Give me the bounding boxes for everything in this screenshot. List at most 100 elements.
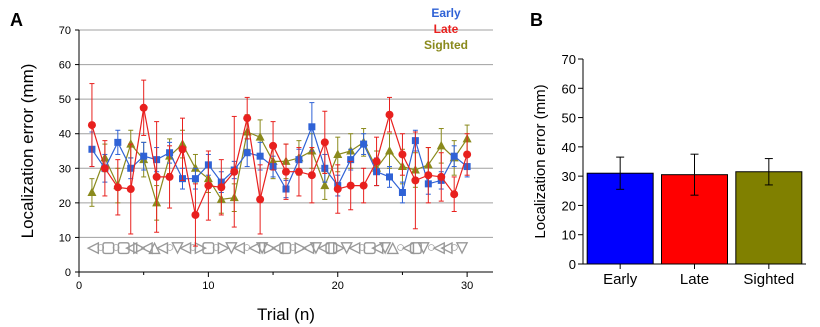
data-point [191,175,199,183]
stimulus-symbol: ◁ [232,239,245,256]
data-point [308,123,316,131]
stimulus-symbol: ▷ [217,239,231,256]
data-point [243,114,252,123]
x-tick-label: 30 [461,280,473,292]
data-point [190,163,200,172]
bar-chart-groups: 0 10 20 30 40 50 60 70 Localization error (mm) Ea… [532,52,806,288]
x-tick-label: Early [603,271,638,288]
line-chart-trials: 0 10 20 30 40 50 60 70 0 10 20 30 Trial (n) Localizat… [18,6,493,324]
data-point [165,172,174,181]
stimulus-symbol: ○ [288,239,297,256]
stimulus-symbol: ▽ [417,239,430,256]
stimulus-symbol: ○ [242,239,251,256]
data-point [294,167,303,176]
stimulus-symbol: ◁ [86,239,99,256]
data-point [87,121,96,130]
stimulus-symbol: ○ [188,239,197,256]
stimulus-symbol: ◁ [140,239,153,256]
stimulus-symbol: ○ [165,239,174,256]
stimulus-symbol: ○ [211,239,220,256]
x-tick-label: Sighted [743,271,794,288]
legend-item-sighted: Sighted [424,38,468,52]
y-tick-label: 60 [59,60,71,72]
stimulus-symbol: ○ [96,239,105,256]
y-tick-label: 70 [59,25,71,37]
y-tick-label: 30 [562,169,576,184]
data-point [333,185,342,194]
stimulus-symbol: ○ [450,239,459,256]
stimulus-symbol: ▷ [194,239,208,256]
data-point [398,188,406,196]
data-point [126,139,136,148]
y-tick-label: 70 [562,52,576,67]
data-point [320,138,329,147]
data-point [372,157,381,166]
data-point [113,183,122,192]
data-point [346,181,355,190]
stimulus-symbol: ▢ [278,239,292,256]
stimulus-symbol: ◁ [125,239,138,256]
stimulus-symbol: ▽ [309,239,322,256]
stimulus-symbol: ▷ [332,239,346,256]
data-point [463,150,472,159]
legend-item-late: Late [434,22,459,36]
stimulus-symbol: ○ [427,239,436,256]
stimulus-symbol: ◁ [317,239,330,256]
data-point [282,167,290,176]
y-tick-label: 0 [65,267,71,279]
data-point [360,140,368,148]
data-point [140,152,148,160]
stimulus-symbol: ◁ [178,239,191,256]
stimulus-symbol: ▽ [225,239,238,256]
stimulus-symbol: △ [148,239,161,256]
data-point [230,167,239,176]
data-point [436,140,446,150]
y-axis-title: Localization error (mm) [18,64,37,239]
stimulus-symbol: ▽ [171,239,184,256]
stimulus-symbol: ◁ [348,239,361,256]
y-tick-label: 10 [59,232,71,244]
y-tick-label: 20 [59,198,71,210]
y-tick-label: 30 [59,163,71,175]
stimulus-symbol: ◁ [155,239,168,256]
stimulus-symbol: ▽ [255,239,268,256]
data-point [100,164,109,173]
stimulus-symbol: ▽ [455,239,468,256]
data-point [269,141,278,150]
data-point [386,173,393,181]
stimulus-symbol: ◁ [401,239,414,256]
stimulus-symbol: △ [386,239,399,256]
data-point [307,171,316,180]
stimulus-symbol: ◁ [271,239,284,256]
data-point [437,172,446,181]
legend: Early Late Sighted [424,6,468,52]
y-axis-title: Localization error (mm) [532,84,549,238]
y-tick-label: 40 [59,129,71,141]
stimulus-symbol: ▢ [117,239,131,256]
data-point [114,138,122,146]
panel-a-label: A [10,10,23,30]
data-point [204,181,213,190]
data-point [126,185,135,194]
stimulus-symbol: ◁ [371,239,384,256]
x-tick-label: 10 [202,280,214,292]
data-point [398,150,407,159]
stimulus-symbol: ▷ [294,239,308,256]
data-point [424,171,433,180]
data-point [191,210,200,219]
data-point [347,156,355,164]
data-point [243,149,251,157]
data-point [333,149,343,158]
data-point [256,195,265,204]
data-point [359,181,368,190]
x-axis-title: Trial (n) [257,305,315,324]
x-tick-label: Late [680,271,709,288]
stimulus-symbol: ○ [358,239,367,256]
data-point [152,172,161,181]
stimulus-symbol: ▢ [201,239,215,256]
panel-b-label: B [530,10,543,30]
x-tick-label: 0 [76,280,82,292]
stimulus-symbol: ○ [396,239,405,256]
y-tick-label: 40 [562,140,576,155]
